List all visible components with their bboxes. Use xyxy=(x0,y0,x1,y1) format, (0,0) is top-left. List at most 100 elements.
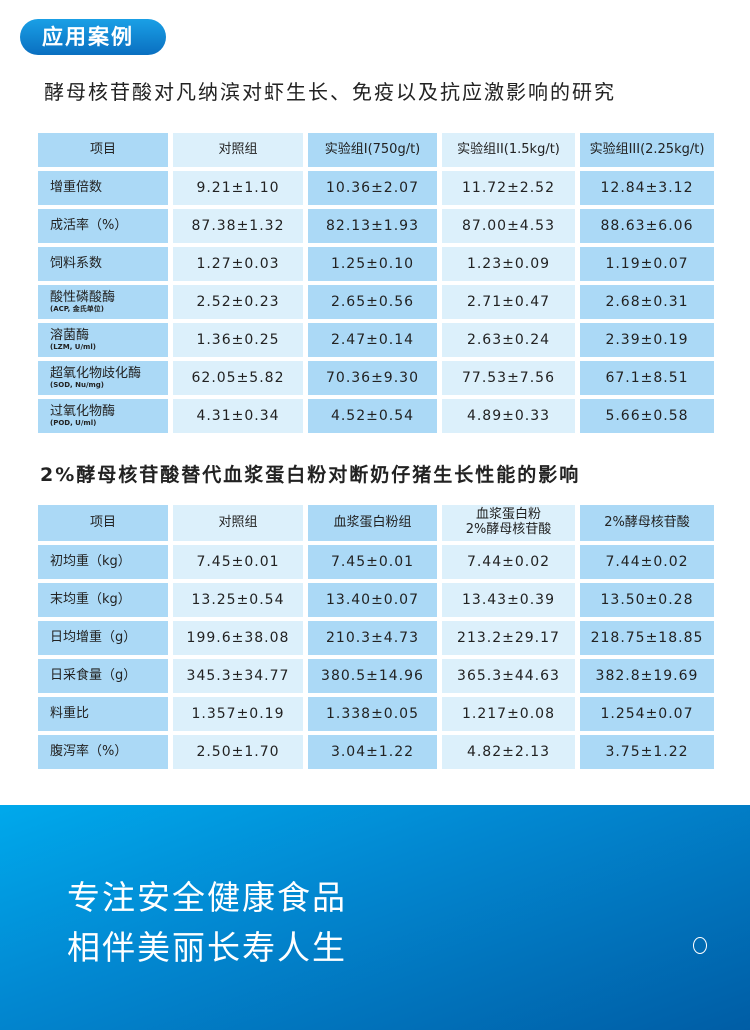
row-label: 成活率（%） xyxy=(50,217,128,233)
header-text: 实验组II(1.5kg/t) xyxy=(457,141,560,157)
cell-value: 13.40±0.07 xyxy=(326,591,419,608)
header-cell: 实验组III(2.25kg/t) xyxy=(580,133,714,167)
value-cell: 10.36±2.07 xyxy=(308,171,437,205)
cell-value: 199.6±38.08 xyxy=(186,629,290,646)
value-cell: 210.3±4.73 xyxy=(308,621,437,655)
row-label-cell: 酸性磷酸酶 (ACP, 金氏单位) xyxy=(38,285,168,319)
row-label-cell: 腹泻率（%） xyxy=(38,735,168,769)
cell-value: 2.71±0.47 xyxy=(466,293,551,310)
value-cell: 4.89±0.33 xyxy=(442,399,575,433)
cell-value: 1.19±0.07 xyxy=(605,255,689,272)
cell-value: 3.04±1.22 xyxy=(330,743,415,760)
cell-value: 88.63±6.06 xyxy=(600,217,694,234)
value-cell: 5.66±0.58 xyxy=(580,399,714,433)
row-label-cell: 饲料系数 xyxy=(38,247,168,281)
header-cell: 实验组II(1.5kg/t) xyxy=(442,133,575,167)
cell-value: 210.3±4.73 xyxy=(326,629,419,646)
row-label-cell: 日采食量（g） xyxy=(38,659,168,693)
header-cell: 2%酵母核苷酸 xyxy=(580,505,714,541)
cell-value: 4.31±0.34 xyxy=(196,407,280,424)
row-sublabel: (SOD, Nu/mg) xyxy=(50,381,105,390)
slogan-line-1: 专注安全健康食品 xyxy=(67,878,347,917)
row-label: 过氧化物酶 xyxy=(50,403,116,419)
header-cell: 血浆蛋白粉组 xyxy=(308,505,437,541)
value-cell: 12.84±3.12 xyxy=(580,171,714,205)
value-cell: 4.52±0.54 xyxy=(308,399,437,433)
header-text: 实验组I(750g/t) xyxy=(324,141,421,157)
value-cell: 9.21±1.10 xyxy=(173,171,303,205)
value-cell: 2.63±0.24 xyxy=(442,323,575,357)
cell-value: 9.21±1.10 xyxy=(196,179,280,196)
header-cell: 项目 xyxy=(38,133,168,167)
value-cell: 4.31±0.34 xyxy=(173,399,303,433)
cell-value: 7.45±0.01 xyxy=(196,553,280,570)
value-cell: 2.68±0.31 xyxy=(580,285,714,319)
cell-value: 1.357±0.19 xyxy=(191,705,285,722)
cell-value: 11.72±2.52 xyxy=(462,179,555,196)
table1-title: 酵母核苷酸对凡纳滨对虾生长、免疫以及抗应激影响的研究 xyxy=(44,80,616,104)
section-badge: 应用案例 xyxy=(20,19,166,55)
row-sublabel: (ACP, 金氏单位) xyxy=(50,305,104,314)
row-label: 日采食量（g） xyxy=(50,667,137,683)
value-cell: 1.254±0.07 xyxy=(580,697,714,731)
row-label-cell: 成活率（%） xyxy=(38,209,168,243)
footer-banner: 专注安全健康食品 相伴美丽长寿人生 xyxy=(0,805,750,1030)
value-cell: 2.39±0.19 xyxy=(580,323,714,357)
cell-value: 1.217±0.08 xyxy=(462,705,555,722)
value-cell: 77.53±7.56 xyxy=(442,361,575,395)
cell-value: 2.52±0.23 xyxy=(196,293,280,310)
row-label-cell: 末均重（kg） xyxy=(38,583,168,617)
value-cell: 13.50±0.28 xyxy=(580,583,714,617)
row-label: 溶菌酶 xyxy=(50,327,90,343)
row-label-cell: 增重倍数 xyxy=(38,171,168,205)
cell-value: 77.53±7.56 xyxy=(462,369,555,386)
row-sublabel: (POD, U/ml) xyxy=(50,419,97,428)
header-cell: 对照组 xyxy=(173,505,303,541)
cell-value: 7.44±0.02 xyxy=(466,553,551,570)
header-text: 2%酵母核苷酸 xyxy=(465,522,552,537)
value-cell: 7.44±0.02 xyxy=(580,545,714,579)
value-cell: 2.65±0.56 xyxy=(308,285,437,319)
value-cell: 1.25±0.10 xyxy=(308,247,437,281)
value-cell: 1.23±0.09 xyxy=(442,247,575,281)
row-label-cell: 超氧化物歧化酶 (SOD, Nu/mg) xyxy=(38,361,168,395)
row-label: 超氧化物歧化酶 xyxy=(50,365,142,381)
cell-value: 67.1±8.51 xyxy=(605,369,689,386)
value-cell: 7.45±0.01 xyxy=(308,545,437,579)
header-text: 实验组III(2.25kg/t) xyxy=(589,141,705,157)
table2-title: 2%酵母核苷酸替代血浆蛋白粉对断奶仔猪生长性能的影响 xyxy=(40,464,581,486)
cell-value: 4.82±2.13 xyxy=(466,743,551,760)
value-cell: 7.45±0.01 xyxy=(173,545,303,579)
cell-value: 2.63±0.24 xyxy=(466,331,551,348)
cell-value: 87.00±4.53 xyxy=(462,217,555,234)
cell-value: 13.50±0.28 xyxy=(600,591,694,608)
cell-value: 12.84±3.12 xyxy=(600,179,694,196)
row-label: 末均重（kg） xyxy=(50,591,131,607)
header-cell: 对照组 xyxy=(173,133,303,167)
value-cell: 87.38±1.32 xyxy=(173,209,303,243)
value-cell: 3.75±1.22 xyxy=(580,735,714,769)
value-cell: 1.19±0.07 xyxy=(580,247,714,281)
value-cell: 2.50±1.70 xyxy=(173,735,303,769)
value-cell: 62.05±5.82 xyxy=(173,361,303,395)
row-sublabel: (LZM, U/ml) xyxy=(50,343,96,352)
value-cell: 199.6±38.08 xyxy=(173,621,303,655)
header-text: 血浆蛋白粉组 xyxy=(333,514,412,530)
value-cell: 1.27±0.03 xyxy=(173,247,303,281)
row-label-cell: 料重比 xyxy=(38,697,168,731)
cell-value: 1.23±0.09 xyxy=(466,255,551,272)
value-cell: 70.36±9.30 xyxy=(308,361,437,395)
value-cell: 1.338±0.05 xyxy=(308,697,437,731)
header-cell: 实验组I(750g/t) xyxy=(308,133,437,167)
cell-value: 218.75±18.85 xyxy=(590,629,704,646)
value-cell: 1.217±0.08 xyxy=(442,697,575,731)
header-text: 2%酵母核苷酸 xyxy=(604,514,690,530)
value-cell: 1.36±0.25 xyxy=(173,323,303,357)
value-cell: 7.44±0.02 xyxy=(442,545,575,579)
cell-value: 4.89±0.33 xyxy=(466,407,551,424)
cell-value: 2.39±0.19 xyxy=(605,331,689,348)
header-text: 对照组 xyxy=(218,141,258,157)
value-cell: 4.82±2.13 xyxy=(442,735,575,769)
cell-value: 365.3±44.63 xyxy=(457,667,560,684)
cell-value: 82.13±1.93 xyxy=(326,217,419,234)
